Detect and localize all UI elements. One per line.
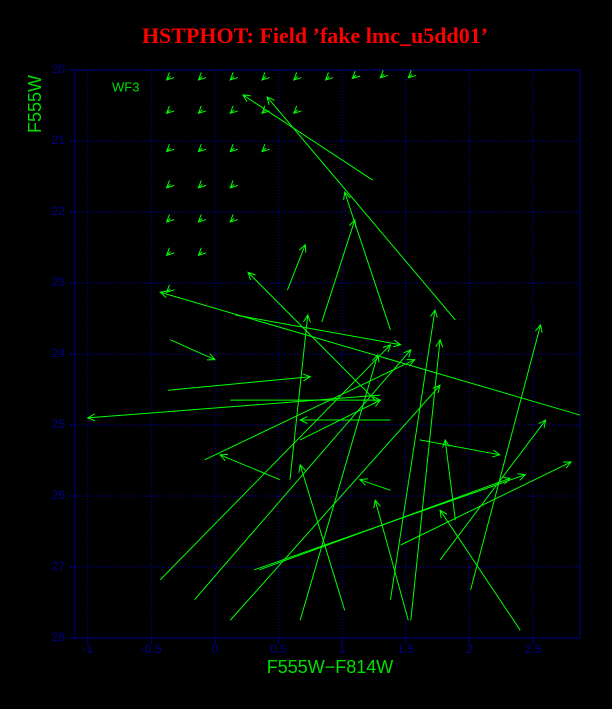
arrow bbox=[165, 105, 175, 115]
arrow bbox=[289, 313, 311, 480]
x-tick-label: -1 bbox=[82, 642, 93, 656]
arrow bbox=[159, 343, 392, 581]
arrow bbox=[321, 218, 357, 323]
y-tick-label: 28 bbox=[52, 630, 66, 644]
y-tick-label: 25 bbox=[52, 417, 66, 431]
x-axis-label: F555W−F814W bbox=[267, 657, 394, 677]
arrow bbox=[439, 419, 547, 561]
arrow bbox=[197, 214, 207, 223]
y-tick-label: 20 bbox=[52, 62, 66, 76]
arrow bbox=[400, 461, 573, 546]
arrow bbox=[229, 144, 238, 153]
arrow bbox=[259, 476, 512, 571]
arrow bbox=[261, 72, 270, 81]
arrow bbox=[230, 396, 382, 405]
arrow bbox=[286, 243, 307, 291]
y-tick-label: 27 bbox=[52, 559, 66, 573]
arrow bbox=[439, 509, 521, 631]
arrow bbox=[218, 453, 280, 481]
arrow bbox=[379, 70, 389, 79]
arrow bbox=[358, 478, 391, 491]
arrow bbox=[298, 463, 346, 611]
arrow bbox=[165, 180, 175, 189]
arrow bbox=[351, 70, 361, 80]
arrow bbox=[261, 144, 270, 153]
arrow bbox=[229, 72, 238, 81]
arrow bbox=[197, 247, 207, 257]
arrow bbox=[165, 284, 175, 294]
arrow bbox=[167, 373, 312, 391]
arrow bbox=[197, 72, 207, 81]
chart-title: HSTPHOT: Field ’fake lmc_u5dd01’ bbox=[142, 23, 488, 48]
x-tick-label: 1 bbox=[339, 642, 346, 656]
arrow bbox=[407, 70, 417, 79]
arrow bbox=[343, 191, 391, 331]
y-axis-label: F555W bbox=[25, 75, 45, 133]
arrow bbox=[229, 180, 238, 189]
x-tick-label: 0 bbox=[212, 642, 219, 656]
arrow bbox=[229, 214, 238, 223]
arrow bbox=[165, 214, 175, 223]
arrow bbox=[86, 394, 381, 422]
arrow bbox=[442, 438, 456, 521]
x-tick-label: -0.5 bbox=[141, 642, 162, 656]
x-tick-label: 1.5 bbox=[397, 642, 414, 656]
y-tick-label: 23 bbox=[52, 275, 66, 289]
arrow bbox=[241, 94, 373, 181]
arrow bbox=[410, 338, 444, 621]
arrow bbox=[247, 271, 376, 401]
arrow bbox=[389, 308, 438, 600]
y-tick-label: 26 bbox=[52, 488, 66, 502]
arrow bbox=[324, 72, 334, 81]
arrow bbox=[292, 105, 302, 115]
arrow bbox=[165, 144, 175, 153]
y-tick-label: 24 bbox=[52, 346, 66, 360]
arrow bbox=[266, 96, 456, 321]
arrow bbox=[165, 72, 175, 81]
arrow bbox=[229, 105, 238, 115]
arrow bbox=[197, 180, 207, 189]
arrow bbox=[261, 105, 270, 115]
arrow bbox=[292, 72, 302, 81]
x-tick-label: 2.5 bbox=[525, 642, 542, 656]
arrow bbox=[197, 144, 207, 153]
arrow bbox=[159, 290, 581, 416]
arrow bbox=[197, 105, 207, 115]
arrow bbox=[235, 314, 402, 348]
arrow bbox=[170, 339, 216, 361]
plot-frame bbox=[74, 69, 581, 639]
arrow bbox=[470, 323, 543, 590]
arrow bbox=[299, 416, 391, 424]
x-tick-label: 0.5 bbox=[270, 642, 287, 656]
arrow bbox=[373, 499, 409, 621]
y-tick-label: 21 bbox=[52, 133, 66, 147]
arrow bbox=[165, 247, 175, 257]
arrow bbox=[419, 439, 501, 458]
arrow bbox=[299, 353, 380, 621]
annotation: WF3 bbox=[112, 79, 139, 94]
x-tick-label: 2 bbox=[466, 642, 473, 656]
y-tick-label: 22 bbox=[52, 204, 66, 218]
arrow bbox=[204, 359, 416, 461]
